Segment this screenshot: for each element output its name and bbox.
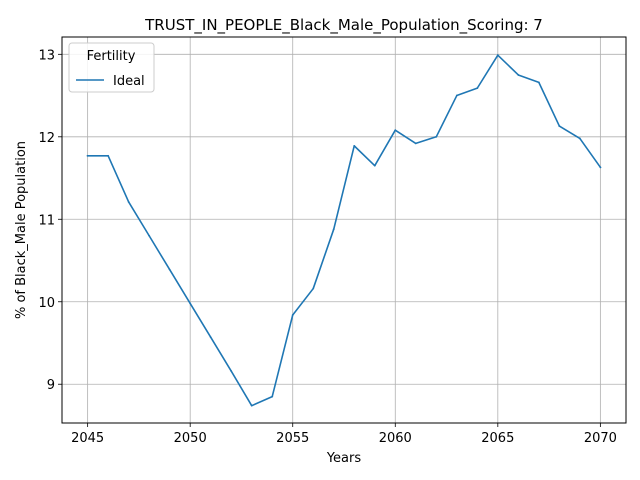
data-point [435,135,438,138]
data-point [373,164,376,167]
grid-lines [62,37,626,423]
data-point [230,370,233,372]
y-tick-label: 9 [47,378,55,393]
y-tick-label: 10 [38,296,55,311]
series-line-ideal [86,54,602,407]
data-point [414,142,417,145]
data-point [455,94,458,97]
y-tick-label: 12 [38,131,55,146]
y-tick-label: 11 [38,213,55,228]
data-point [537,81,540,84]
data-point [496,54,499,57]
x-tick-label: 2065 [481,431,514,446]
data-point [312,287,315,290]
x-axis-ticks: 2045 2050 2055 2060 2065 2070 [71,423,617,446]
data-point [394,129,397,132]
y-axis-ticks: 9 10 11 12 13 [38,48,62,393]
chart-title: TRUST_IN_PEOPLE_Black_Male_Population_Sc… [144,16,543,35]
data-point [209,336,212,339]
legend-title: Fertility [87,49,136,64]
data-point [578,137,581,140]
x-tick-label: 2050 [174,431,207,446]
x-tick-label: 2045 [71,431,104,446]
data-point [291,314,294,316]
data-point [332,228,335,231]
x-axis-label: Years [326,451,362,466]
plot-frame [61,36,627,424]
x-tick-label: 2055 [276,431,309,446]
legend-entry-ideal: Ideal [113,74,145,89]
data-point [250,404,253,407]
y-axis-label: % of Black_Male Population [14,141,29,319]
data-point [599,166,602,169]
legend: Fertility Ideal [68,42,155,93]
data-point [353,144,356,147]
data-point [271,395,274,398]
data-point [127,201,130,203]
data-point [148,234,151,237]
data-point [558,125,561,127]
x-tick-label: 2060 [379,431,412,446]
x-tick-label: 2070 [584,431,617,446]
series-lines [86,54,602,407]
data-point [107,154,110,157]
y-tick-label: 13 [38,48,55,63]
data-point [168,268,171,271]
data-point [189,302,192,305]
data-point [86,154,89,157]
data-point [476,87,479,90]
data-point [517,74,520,76]
